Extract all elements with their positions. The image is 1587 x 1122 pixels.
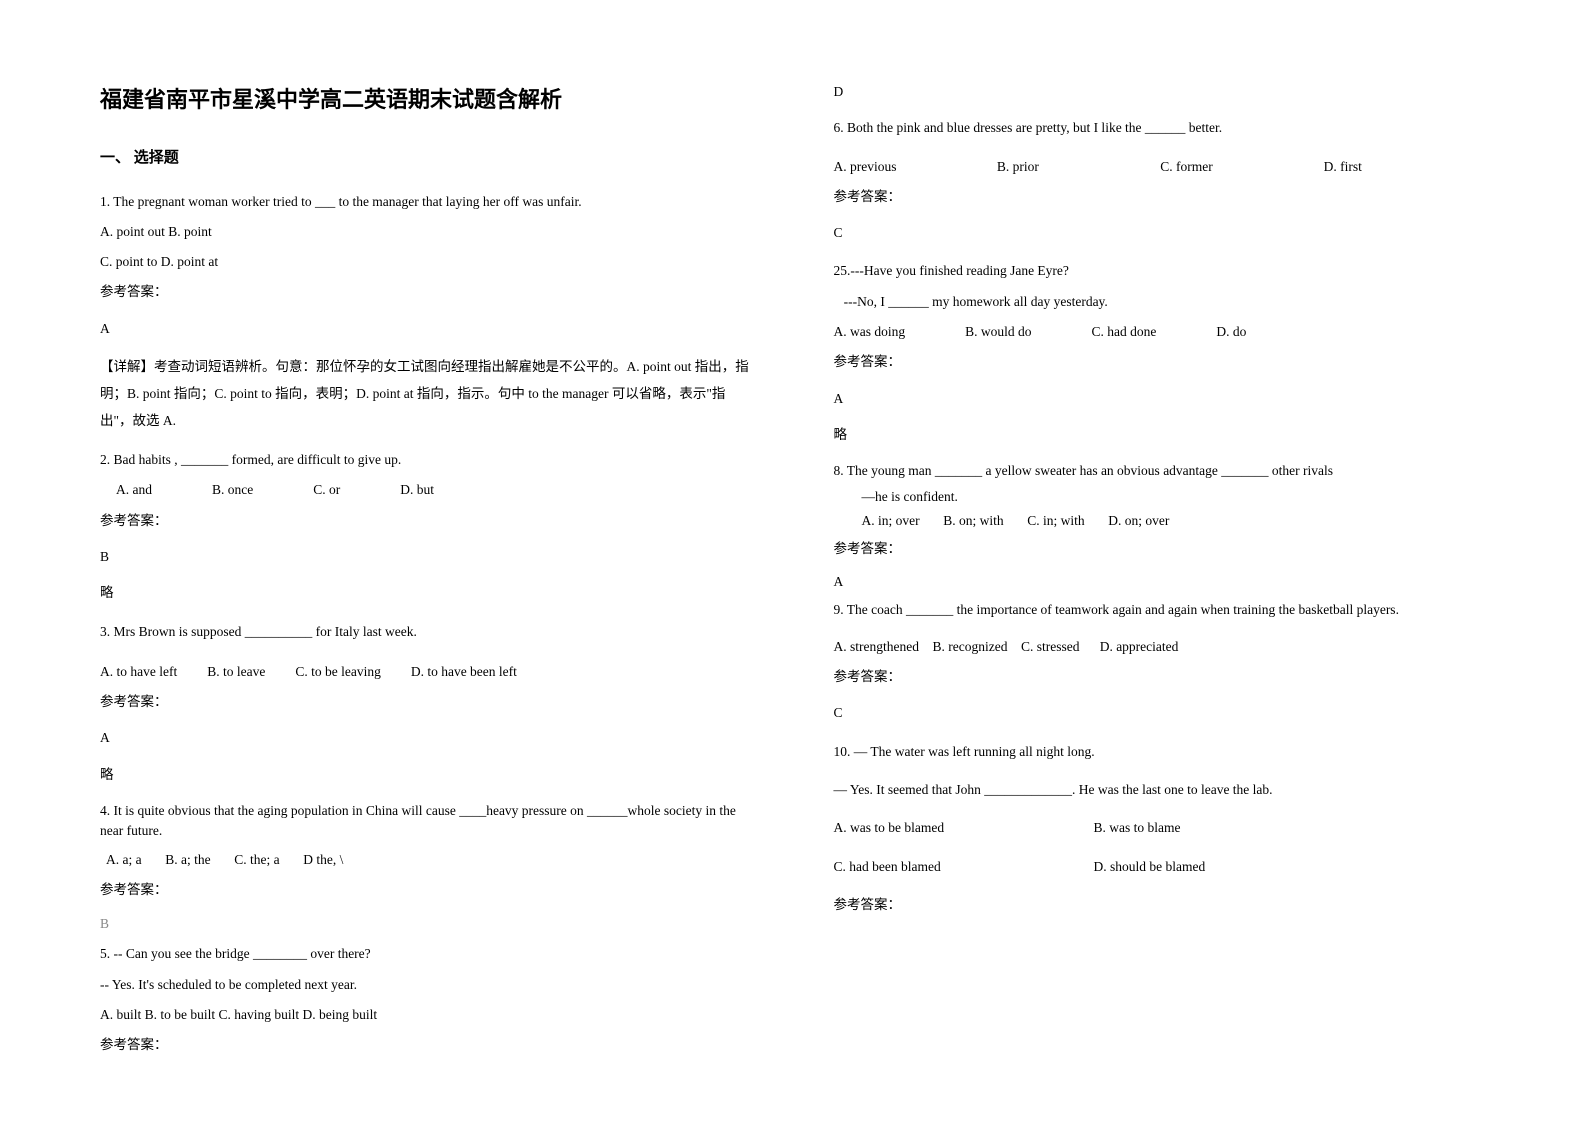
q4-opts: A. a; a B. a; the C. the; a D the, \ (100, 848, 754, 872)
q10-opt-b: B. was to blame (1094, 816, 1181, 840)
q6-opts: A. previous B. prior C. former D. first (834, 155, 1488, 179)
question-2: 2. Bad habits , _______ formed, are diff… (100, 448, 754, 605)
q2-ans-label: 参考答案： (100, 509, 754, 533)
q25-opt-c: C. had done (1092, 320, 1157, 344)
q6-opt-b: B. prior (997, 155, 1160, 179)
q1-text: 1. The pregnant woman worker tried to __… (100, 190, 754, 214)
q9-opts: A. strengthened B. recognized C. stresse… (834, 635, 1488, 659)
q3-ans: A (100, 726, 754, 750)
q2-text: 2. Bad habits , _______ formed, are diff… (100, 448, 754, 472)
q1-opts-a: A. point out B. point (100, 220, 754, 244)
q10-ans-label: 参考答案： (834, 893, 1488, 917)
q25-ans-label: 参考答案： (834, 350, 1488, 374)
q5-ans: D (834, 80, 1488, 104)
q1-explanation: 【详解】考查动词短语辨析。句意：那位怀孕的女工试图向经理指出解雇她是不公平的。A… (100, 353, 754, 434)
q9-ans: C (834, 701, 1488, 725)
q5-ans-label: 参考答案： (100, 1033, 754, 1057)
q2-opt-c: C. or (313, 478, 340, 502)
q3-text: 3. Mrs Brown is supposed __________ for … (100, 620, 754, 644)
q3-ans-label: 参考答案： (100, 690, 754, 714)
q8-text2: —he is confident. (834, 488, 1488, 507)
question-4: 4. It is quite obvious that the aging po… (100, 801, 754, 936)
q2-opts: A. and B. once C. or D. but (100, 478, 754, 502)
q25-opt-b: B. would do (965, 320, 1031, 344)
q6-ans-label: 参考答案： (834, 185, 1488, 209)
page-title: 福建省南平市星溪中学高二英语期末试题含解析 (100, 80, 754, 120)
q9-text: 9. The coach _______ the importance of t… (834, 596, 1488, 623)
q8-ans: A (834, 570, 1488, 594)
question-25: 25.---Have you finished reading Jane Eyr… (834, 259, 1488, 447)
q3-opt-a: A. to have left (100, 660, 177, 684)
question-3: 3. Mrs Brown is supposed __________ for … (100, 620, 754, 787)
q2-opt-d: D. but (400, 478, 434, 502)
question-5: 5. -- Can you see the bridge ________ ov… (100, 942, 754, 1057)
q25-text: 25.---Have you finished reading Jane Eyr… (834, 259, 1488, 283)
question-8: 8. The young man _______ a yellow sweate… (834, 461, 1488, 594)
q2-ans: B (100, 545, 754, 569)
q9-ans-label: 参考答案： (834, 665, 1488, 689)
q10-opt-a: A. was to be blamed (834, 816, 1094, 840)
q10-opt-c: C. had been blamed (834, 855, 1094, 879)
q5-text: 5. -- Can you see the bridge ________ ov… (100, 942, 754, 966)
q25-opt-d: D. do (1216, 320, 1246, 344)
q6-opt-a: A. previous (834, 155, 997, 179)
section-header: 一、 选择题 (100, 145, 754, 172)
q2-opt-b: B. once (212, 478, 253, 502)
q25-text2: ---No, I ______ my homework all day yest… (834, 290, 1488, 314)
q5-opts: A. built B. to be built C. having built … (100, 1003, 754, 1027)
right-column: D 6. Both the pink and blue dresses are … (834, 80, 1488, 1058)
q10-opt-d: D. should be blamed (1094, 855, 1206, 879)
q2-opt-a: A. and (116, 478, 152, 502)
q6-ans: C (834, 221, 1488, 245)
q8-text: 8. The young man _______ a yellow sweate… (834, 461, 1488, 481)
q6-opt-d: D. first (1324, 155, 1487, 179)
q4-ans: B (100, 912, 754, 936)
q25-note: 略 (834, 423, 1488, 447)
q10-text: 10. — The water was left running all nig… (834, 740, 1488, 764)
q25-opt-a: A. was doing (834, 320, 906, 344)
q1-ans: A (100, 317, 754, 341)
q4-text: 4. It is quite obvious that the aging po… (100, 801, 754, 842)
q8-opts: A. in; over B. on; with C. in; with D. o… (834, 512, 1488, 531)
q6-opt-c: C. former (1160, 155, 1323, 179)
q1-opts-b: C. point to D. point at (100, 250, 754, 274)
q3-note: 略 (100, 763, 754, 787)
q1-ans-label: 参考答案： (100, 280, 754, 304)
question-10: 10. — The water was left running all nig… (834, 740, 1488, 917)
q10-text2: — Yes. It seemed that John _____________… (834, 778, 1488, 802)
q5-text2: -- Yes. It's scheduled to be completed n… (100, 973, 754, 997)
question-9: 9. The coach _______ the importance of t… (834, 596, 1488, 726)
q2-note: 略 (100, 581, 754, 605)
q4-ans-label: 参考答案： (100, 878, 754, 902)
q6-text: 6. Both the pink and blue dresses are pr… (834, 116, 1488, 140)
q3-opt-d: D. to have been left (411, 660, 517, 684)
q10-opts-row1: A. was to be blamed B. was to blame (834, 816, 1488, 840)
page-container: 福建省南平市星溪中学高二英语期末试题含解析 一、 选择题 1. The preg… (100, 80, 1487, 1058)
q3-opt-c: C. to be leaving (295, 660, 380, 684)
q25-opts: A. was doing B. would do C. had done D. … (834, 320, 1488, 344)
q10-opts-row2: C. had been blamed D. should be blamed (834, 855, 1488, 879)
q8-ans-label: 参考答案： (834, 537, 1488, 561)
q3-opt-b: B. to leave (207, 660, 265, 684)
question-6: 6. Both the pink and blue dresses are pr… (834, 116, 1488, 245)
q25-ans: A (834, 387, 1488, 411)
question-1: 1. The pregnant woman worker tried to __… (100, 190, 754, 434)
q3-opts: A. to have left B. to leave C. to be lea… (100, 660, 754, 684)
left-column: 福建省南平市星溪中学高二英语期末试题含解析 一、 选择题 1. The preg… (100, 80, 754, 1058)
